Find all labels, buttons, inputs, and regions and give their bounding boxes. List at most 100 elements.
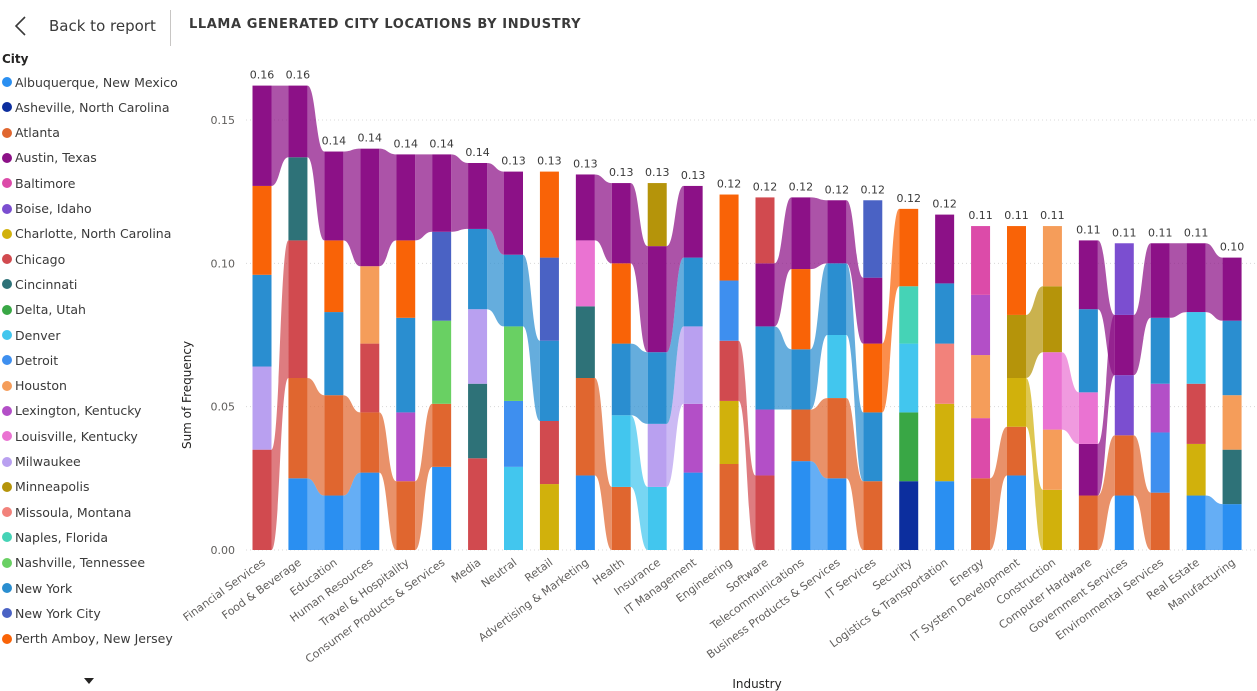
bar-stack: 0.12 <box>789 180 813 550</box>
bar-segment <box>252 449 272 550</box>
legend-marker <box>2 77 12 87</box>
legend-marker <box>2 178 12 189</box>
bar-segment <box>827 478 847 550</box>
bar-segment <box>252 85 272 186</box>
legend-marker <box>2 102 12 113</box>
bar-segment <box>1222 449 1242 505</box>
bar-segment <box>791 197 811 270</box>
bar-segment <box>863 200 883 278</box>
bar-segment <box>1007 314 1026 378</box>
bar-stack: 0.11 <box>1040 209 1065 550</box>
legend-item[interactable]: Delta, Utah <box>2 301 86 319</box>
x-tick-label: Neutral <box>479 556 519 590</box>
bar-segment <box>539 257 559 341</box>
legend-item[interactable]: Lexington, Kentucky <box>2 402 141 420</box>
bar-segment <box>1186 312 1206 384</box>
ribbon <box>666 257 684 424</box>
bar-segment <box>791 461 811 550</box>
bar-segment <box>647 246 667 353</box>
bar-segment <box>396 412 416 482</box>
ribbon <box>666 185 684 353</box>
legend-item[interactable]: Atlanta <box>2 124 60 142</box>
legend-item[interactable]: Naples, Florida <box>2 528 108 546</box>
bar-segment <box>324 240 344 313</box>
bar-segment <box>288 378 308 479</box>
bar-segment <box>360 343 380 413</box>
bar-segment <box>899 208 919 287</box>
data-label: 0.13 <box>537 155 562 168</box>
bar-segment <box>1042 429 1062 490</box>
legend-marker <box>2 254 12 265</box>
ribbon <box>810 461 828 550</box>
legend-item[interactable]: Houston <box>2 377 67 395</box>
bar-segment <box>1078 240 1098 310</box>
ribbon <box>343 148 361 267</box>
bar-stack: 0.12 <box>932 198 957 550</box>
bar-segment <box>1007 226 1026 315</box>
bar-stack: 0.13 <box>645 166 669 550</box>
bar-segment <box>360 472 380 550</box>
y-tick-label: 0.10 <box>211 257 236 270</box>
bar-stack: 0.12 <box>896 192 921 550</box>
legend-item[interactable]: Asheville, North Carolina <box>2 98 170 116</box>
bar-segment <box>1114 314 1134 376</box>
bar-segment <box>1042 226 1062 287</box>
bar-segment <box>288 157 308 241</box>
bar-segment <box>971 478 991 550</box>
legend-label: Nashville, Tennessee <box>15 555 146 571</box>
bar-segment <box>683 403 703 473</box>
bar-stack: 0.13 <box>537 155 562 550</box>
legend-item[interactable]: Cincinnati <box>2 275 77 293</box>
bar-segment <box>360 266 380 344</box>
ribbon <box>630 183 648 353</box>
legend-marker <box>2 557 12 568</box>
bar-segment <box>504 400 523 467</box>
ribbon <box>594 174 612 264</box>
bar-segment <box>719 194 739 281</box>
legend-item[interactable]: New York <box>2 579 72 597</box>
legend-item[interactable]: Denver <box>2 326 60 344</box>
legend-item[interactable]: Milwaukee <box>2 453 81 471</box>
bar-stack: 0.14 <box>465 146 490 550</box>
bar-segment <box>971 294 991 356</box>
bar-segment <box>611 343 631 416</box>
bar-segment <box>791 349 811 410</box>
bar-segment <box>863 277 883 344</box>
legend-item[interactable]: Minneapolis <box>2 478 90 496</box>
ribbon <box>271 85 289 186</box>
x-axis-title: Industry <box>732 677 781 691</box>
legend-item[interactable]: New York City <box>2 604 101 622</box>
legend-item[interactable]: Albuquerque, New Mexico <box>2 73 178 91</box>
bar-segment <box>683 326 703 404</box>
legend-item[interactable]: Austin, Texas <box>2 149 97 167</box>
legend-label: Boise, Idaho <box>15 201 92 216</box>
bar-segment <box>1007 426 1026 476</box>
ribbon <box>523 254 540 421</box>
ribbon <box>630 415 648 550</box>
bar-stack: 0.14 <box>358 132 382 550</box>
legend-item[interactable]: Boise, Idaho <box>2 200 92 218</box>
ribbon <box>451 154 469 232</box>
bar-segment <box>468 383 488 459</box>
chevron-down-icon[interactable] <box>84 678 94 684</box>
legend-item[interactable]: Charlotte, North Carolina <box>2 225 171 243</box>
legend-marker <box>2 405 12 416</box>
bar-segment <box>1042 286 1062 353</box>
bar-segment <box>863 343 883 413</box>
legend-item[interactable]: Detroit <box>2 351 58 369</box>
bar-segment <box>647 486 667 550</box>
legend-item[interactable]: Chicago <box>2 250 65 268</box>
legend-item[interactable]: Baltimore <box>2 174 75 192</box>
bar-segment <box>1042 489 1062 550</box>
ribbon <box>487 163 504 255</box>
back-to-report-button[interactable]: Back to report <box>12 12 156 40</box>
legend-item[interactable]: Perth Amboy, New Jersey <box>2 630 173 648</box>
legend-marker <box>2 152 12 163</box>
legend-item[interactable]: Missoula, Montana <box>2 503 131 521</box>
legend-label: Missoula, Montana <box>15 504 132 520</box>
legend-item[interactable]: Nashville, Tennessee <box>2 554 145 572</box>
legend-label: New York City <box>15 605 101 621</box>
ribbon <box>774 197 792 327</box>
data-label: 0.11 <box>1148 226 1173 239</box>
legend-item[interactable]: Louisville, Kentucky <box>2 427 138 445</box>
